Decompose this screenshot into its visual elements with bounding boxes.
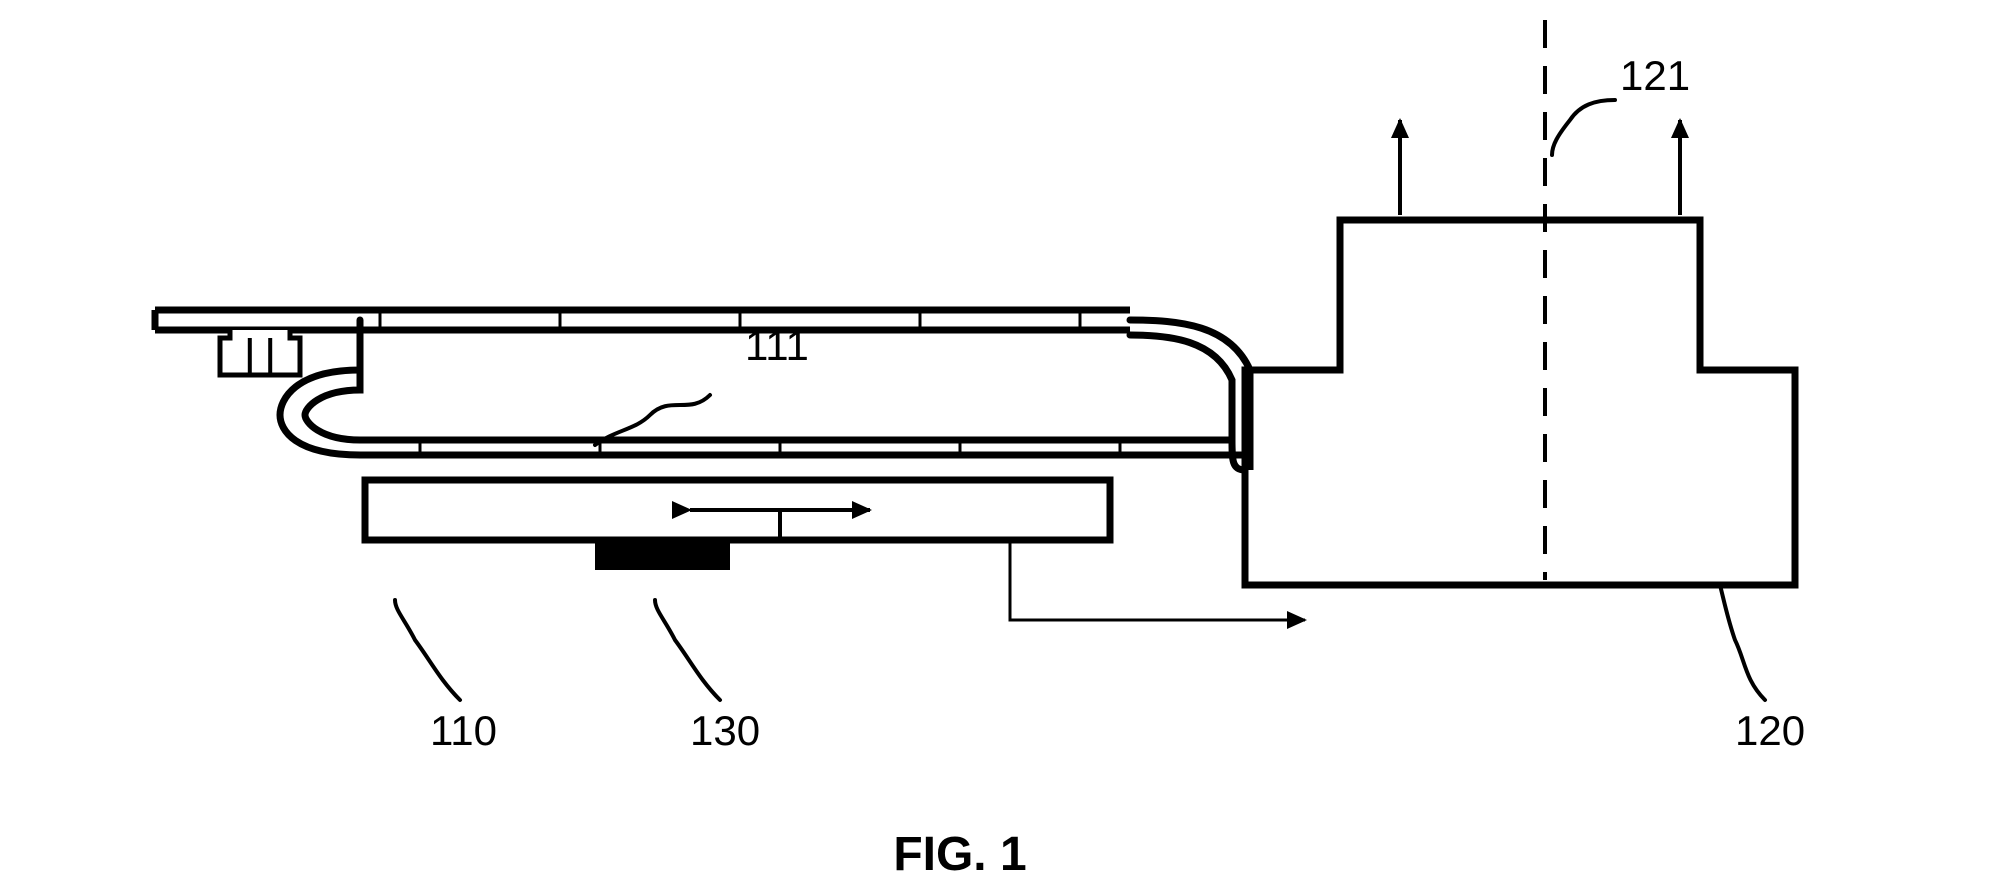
ref-130: 130 xyxy=(690,707,760,754)
ref-110: 110 xyxy=(430,707,497,754)
plate-connector xyxy=(220,330,300,375)
sensor-130 xyxy=(595,540,730,570)
block-120-top xyxy=(1340,220,1700,370)
ref-121: 121 xyxy=(1620,52,1690,99)
ref-120: 120 xyxy=(1735,707,1805,754)
block-120 xyxy=(1245,370,1795,585)
leader-110 xyxy=(395,600,460,700)
leader-130 xyxy=(655,600,720,700)
leader-121 xyxy=(1552,100,1615,155)
cable-right-inner xyxy=(1130,335,1232,440)
patent-figure-1 xyxy=(155,20,1795,620)
leader-120 xyxy=(1720,585,1765,700)
ref-111: 111 xyxy=(745,322,809,369)
cable-111-outer xyxy=(280,320,1165,455)
cable-111-inner xyxy=(305,330,1165,440)
figure-caption: FIG. 1 xyxy=(893,828,1026,881)
